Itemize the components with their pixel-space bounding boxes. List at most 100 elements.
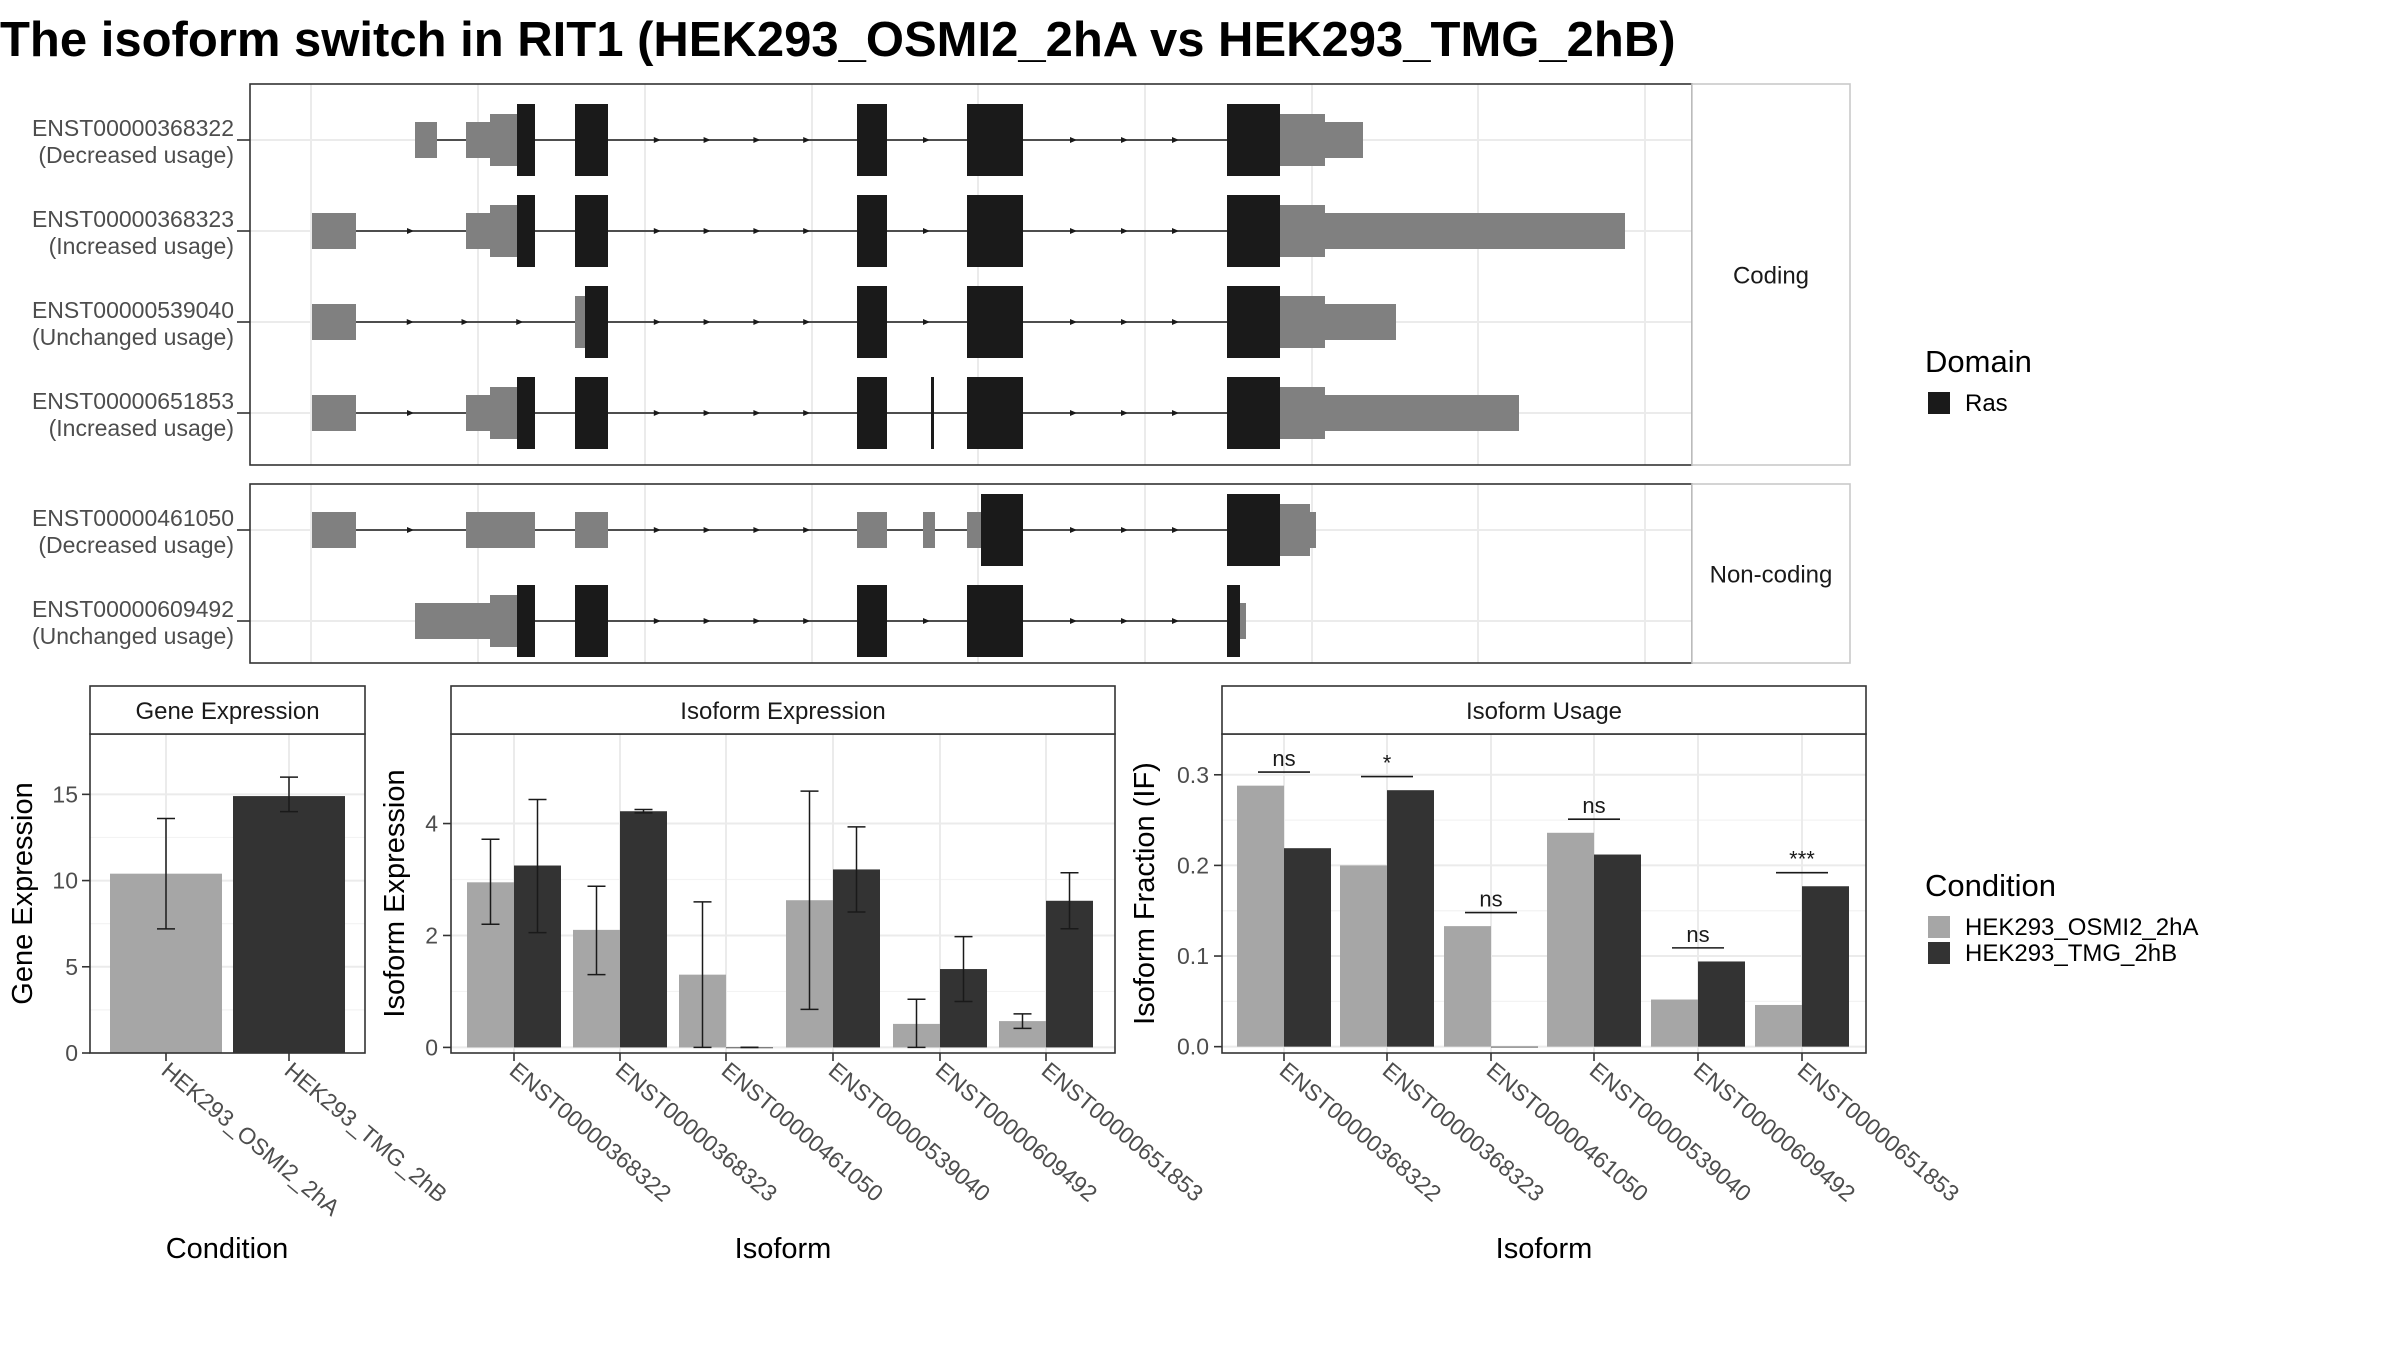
utr-exon: [1280, 205, 1325, 257]
intron-arrow: [1172, 527, 1179, 533]
utr-exon: [1280, 387, 1325, 439]
intron-arrow: [803, 410, 811, 416]
intron-arrow: [753, 527, 761, 533]
intron-arrow: [1070, 319, 1077, 325]
y-tick-label: 0: [65, 1040, 78, 1066]
bar-tmg: [1802, 886, 1849, 1047]
y-tick-label: 0.2: [1177, 852, 1209, 878]
ras-domain-exon: [967, 104, 1023, 176]
transcript-row: [312, 377, 1519, 449]
utr-exon: [923, 512, 935, 548]
significance-label: ns: [1479, 887, 1502, 912]
facet-strip-label: Non-coding: [1710, 562, 1833, 589]
intron-arrow: [753, 410, 761, 416]
utr-exon: [490, 114, 517, 166]
utr-exon: [1280, 296, 1325, 348]
intron-arrow: [753, 319, 761, 325]
bar-osmi2: [1237, 785, 1284, 1047]
ras-domain-exon: [967, 195, 1023, 267]
transcript-status-label: (Decreased usage): [38, 142, 234, 168]
utr-exon: [466, 122, 490, 158]
ras-domain-exon: [857, 585, 887, 657]
x-axis-label: Isoform: [1496, 1233, 1593, 1265]
intron-arrow: [653, 319, 661, 325]
condition-legend-swatch-b: [1928, 942, 1950, 964]
intron-arrow: [1121, 319, 1128, 325]
figure-title: The isoform switch in RIT1 (HEK293_OSMI2…: [0, 13, 1676, 67]
significance-label: ns: [1582, 793, 1605, 818]
transcript-id-label: ENST00000651853: [32, 388, 234, 414]
structure-facet-non-coding: Non-coding ENST00000461050(Decreased usag…: [32, 483, 1851, 664]
intron-arrow: [1070, 618, 1077, 624]
intron-arrow: [753, 618, 761, 624]
ras-domain-exon: [1227, 377, 1280, 449]
utr-exon: [490, 595, 517, 647]
intron-arrow: [1070, 137, 1077, 143]
intron-arrow: [461, 319, 469, 325]
utr-exon: [575, 512, 608, 548]
significance-label: ns: [1686, 922, 1709, 947]
domain-legend: Domain Ras: [1925, 344, 2032, 417]
utr-exon: [490, 205, 517, 257]
utr-exon: [312, 512, 356, 548]
intron-arrow: [803, 527, 811, 533]
bar-osmi2: [1651, 999, 1698, 1047]
bar-tmg: [1594, 854, 1641, 1047]
ras-domain-exon: [981, 494, 1023, 566]
condition-legend: Condition HEK293_OSMI2_2hA HEK293_TMG_2h…: [1925, 868, 2198, 967]
facet-strip-label: Coding: [1733, 263, 1809, 290]
bar-osmi2: [1340, 865, 1387, 1047]
intron-arrow: [703, 137, 711, 143]
intron-arrow: [803, 137, 811, 143]
y-axis-label: Gene Expression: [7, 782, 39, 1004]
utr-exon: [1325, 122, 1363, 158]
transcript-row: [312, 286, 1396, 358]
x-axis-label: Isoform: [735, 1233, 832, 1265]
transcript-id-label: ENST00000539040: [32, 297, 234, 323]
panel-strip: [1221, 685, 1867, 735]
intron-arrow: [803, 228, 811, 234]
intron-arrow: [1121, 137, 1128, 143]
intron-arrow: [1070, 228, 1077, 234]
utr-exon: [1280, 114, 1325, 166]
chart-isoform-usage: ns * ns ns ns *** Isoform Usage 0.0 0.1 0.2 0.3 Iso…: [1129, 685, 1964, 1265]
intron-arrow: [407, 228, 414, 234]
utr-exon: [466, 213, 490, 249]
y-tick-label: 0.1: [1177, 943, 1209, 969]
ras-domain-exon: [575, 585, 608, 657]
ras-domain-exon: [517, 195, 535, 267]
intron-arrow: [923, 319, 930, 325]
bar-tmg: [233, 796, 345, 1053]
utr-exon: [415, 122, 437, 158]
intron-arrow: [1121, 618, 1128, 624]
panel-strip-title: Isoform Expression: [680, 698, 885, 725]
utr-exon: [312, 213, 356, 249]
ras-domain-exon: [1227, 585, 1240, 657]
intron-arrow: [407, 527, 414, 533]
intron-arrow: [1172, 410, 1179, 416]
intron-arrow: [923, 618, 930, 624]
condition-legend-title: Condition: [1925, 868, 2056, 903]
utr-exon: [857, 512, 887, 548]
y-tick-label: 10: [52, 868, 78, 894]
utr-exon: [967, 512, 981, 548]
intron-arrow: [923, 137, 930, 143]
ras-domain-exon: [967, 377, 1023, 449]
utr-exon: [1325, 304, 1396, 340]
intron-arrow: [753, 137, 761, 143]
intron-arrow: [406, 319, 414, 325]
utr-exon: [490, 387, 517, 439]
intron-arrow: [753, 228, 761, 234]
ras-domain-exon: [1227, 195, 1280, 267]
transcript-id-label: ENST00000368322: [32, 115, 234, 141]
transcript-row: [312, 195, 1625, 267]
domain-legend-swatch: [1928, 392, 1950, 414]
transcript-id-label: ENST00000368323: [32, 206, 234, 232]
ras-domain-exon: [575, 195, 608, 267]
ras-domain-exon: [1227, 286, 1280, 358]
y-tick-label: 2: [425, 922, 438, 948]
ras-domain-exon: [931, 377, 934, 449]
